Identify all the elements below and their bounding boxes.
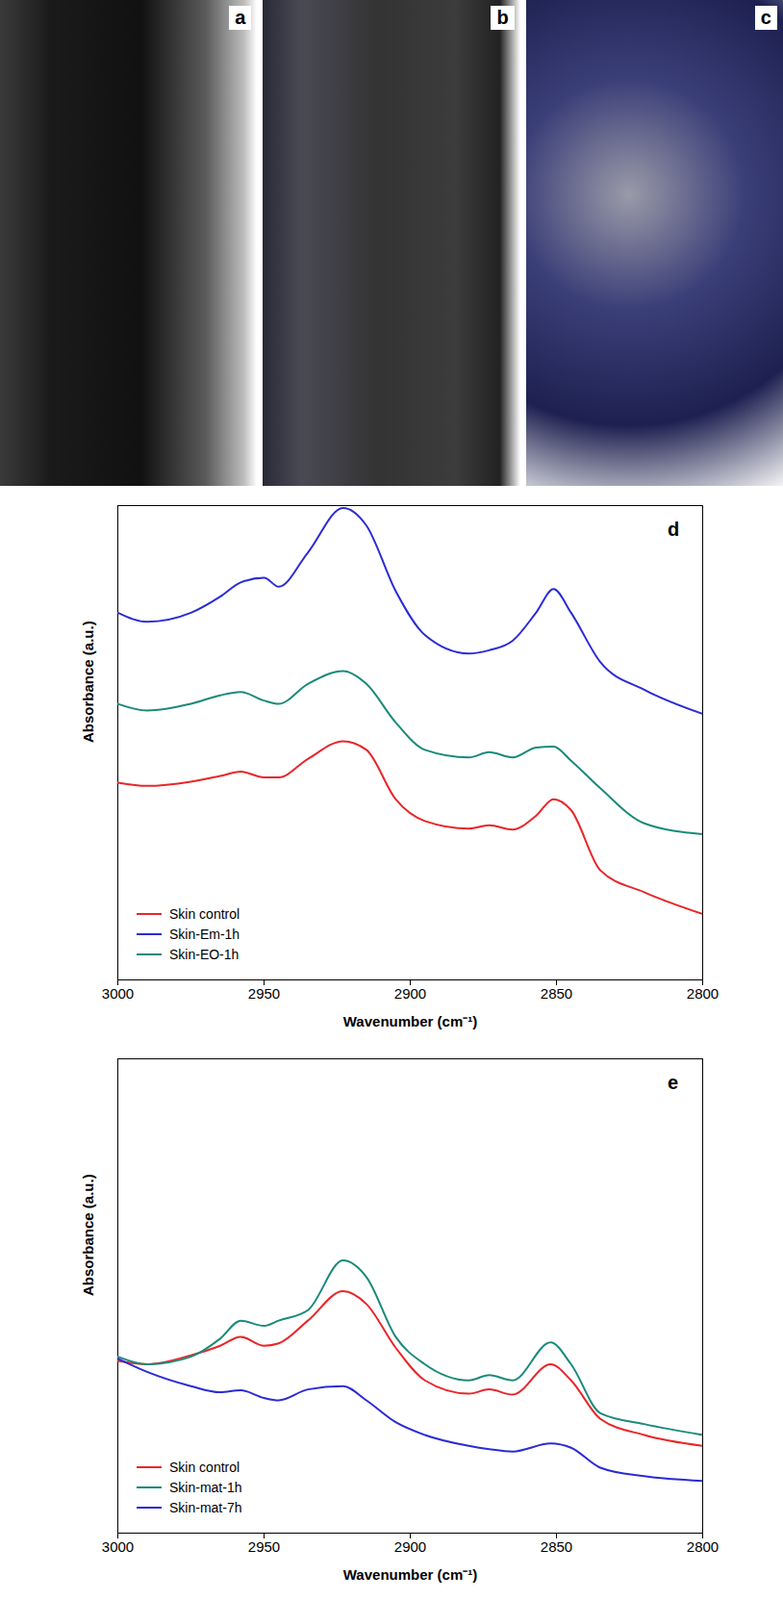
svg-text:2950: 2950 (248, 985, 280, 1002)
html-text:b: b (496, 6, 509, 28)
svg-text:3000: 3000 (101, 1538, 134, 1555)
html-text:Skin control: Skin control (169, 1458, 240, 1475)
html-text:Skin-mat-1h: Skin-mat-1h (169, 1478, 242, 1495)
svg-text:2850: 2850 (540, 1538, 573, 1555)
html-text:Skin-Em-1h: Skin-Em-1h (169, 925, 240, 942)
html-text:c: c (760, 6, 772, 28)
svg-text:3000: 3000 (101, 985, 134, 1002)
html-text:a: a (234, 6, 246, 28)
svg-text:Wavenumber (cm⁻¹): Wavenumber (cm⁻¹) (343, 1012, 478, 1030)
html-text:Skin control: Skin control (169, 905, 240, 922)
html-text:Skin-EO-1h: Skin-EO-1h (169, 946, 239, 962)
svg-text:2900: 2900 (394, 1538, 427, 1555)
svg-text:Absorbance (a.u.): Absorbance (a.u.) (79, 1173, 97, 1296)
html-text:Skin-mat-7h: Skin-mat-7h (169, 1499, 242, 1515)
html-text:e: e (667, 1071, 679, 1093)
html-text:d: d (667, 518, 680, 540)
svg-text:2800: 2800 (686, 1538, 719, 1555)
svg-text:2800: 2800 (686, 985, 719, 1002)
svg-text:2900: 2900 (394, 985, 427, 1002)
svg-text:2850: 2850 (540, 985, 573, 1002)
svg-text:2950: 2950 (248, 1538, 280, 1555)
svg-text:Absorbance (a.u.): Absorbance (a.u.) (79, 620, 97, 743)
svg-text:Wavenumber (cm⁻¹): Wavenumber (cm⁻¹) (343, 1566, 478, 1583)
